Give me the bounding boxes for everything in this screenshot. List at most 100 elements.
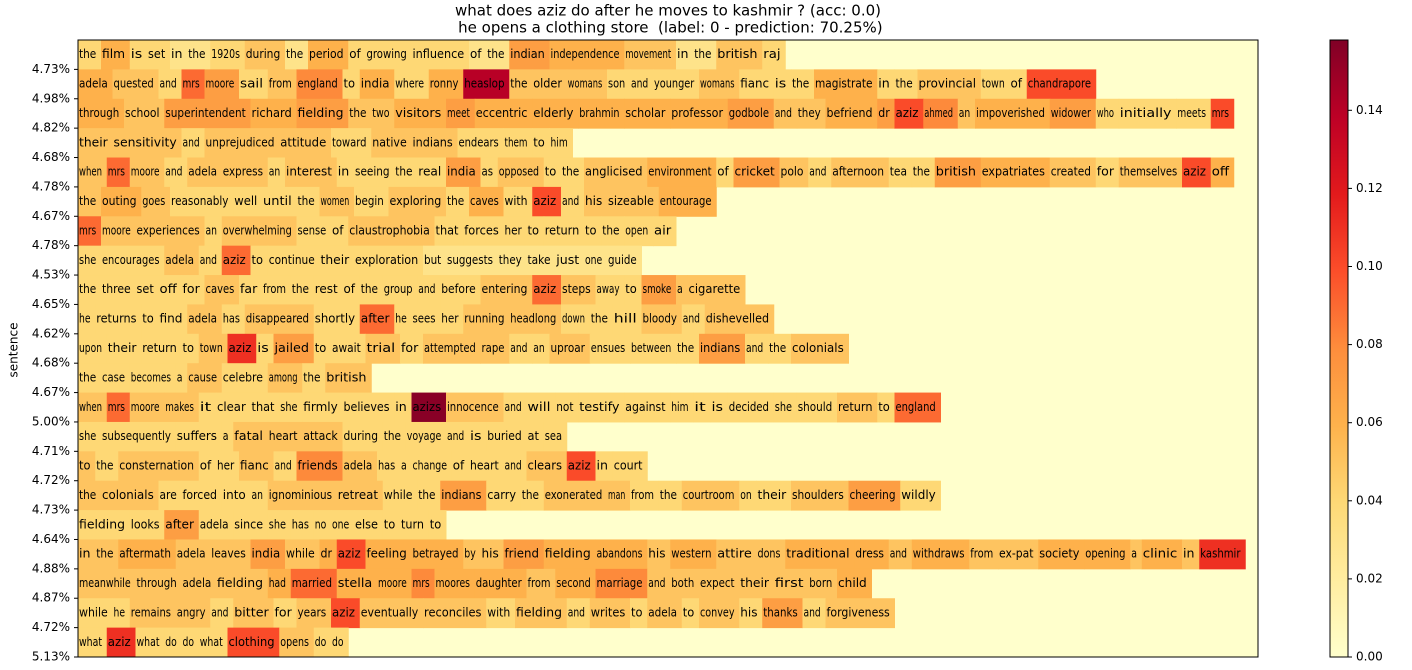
word: set: [148, 47, 166, 61]
word: do: [183, 635, 195, 649]
word: town: [200, 341, 223, 355]
heat-cell: [486, 40, 510, 70]
heat-cell: [423, 245, 447, 276]
heat-cell: [359, 69, 395, 100]
colorbar-tick-label: 0.08: [1356, 337, 1383, 351]
word: real: [418, 165, 441, 179]
heat-cell: [555, 568, 596, 599]
heat-cell: [244, 304, 315, 335]
heat-cell: [837, 568, 872, 599]
word: ahmed: [924, 106, 953, 120]
word: thanks: [763, 605, 798, 619]
word: india: [447, 165, 476, 179]
word: the: [188, 47, 205, 61]
word: shortly: [315, 312, 355, 326]
word: fianc: [240, 459, 269, 473]
heat-cell: [1095, 157, 1120, 188]
word: ronny: [430, 77, 459, 91]
word: exonerated: [545, 488, 603, 502]
heat-cell: [319, 245, 355, 276]
heat-cell: [106, 157, 131, 188]
word: fielding: [217, 576, 263, 590]
heat-cell: [676, 275, 688, 305]
word: betrayed: [413, 547, 459, 561]
word: suggests: [447, 253, 493, 267]
heat-cell: [78, 510, 131, 540]
heat-cell: [739, 69, 775, 100]
heat-cell: [411, 40, 470, 70]
heat-cell: [653, 69, 700, 100]
word: of: [344, 282, 356, 296]
word: him: [551, 135, 568, 149]
word: to: [533, 135, 545, 149]
heat-cell: [198, 451, 217, 482]
heat-cell: [676, 40, 694, 70]
heat-cell: [532, 128, 550, 159]
heat-cell: [394, 304, 412, 335]
heat-cell: [405, 421, 447, 452]
heat-cell: [267, 568, 292, 599]
heat-cell: [411, 539, 464, 570]
word: professor: [671, 106, 723, 120]
heat-cell: [359, 275, 384, 305]
word: england: [298, 77, 338, 91]
word: they: [798, 106, 821, 120]
heat-cell: [187, 304, 223, 335]
word: away: [597, 282, 620, 296]
colorbar-tick-label: 0.02: [1356, 571, 1383, 585]
word: where: [395, 77, 424, 91]
word: them: [505, 135, 528, 149]
y-tick-label: 4.73%: [32, 62, 70, 76]
chart-subtitle: he opens a clothing store (label: 0 - pr…: [453, 19, 882, 37]
word: she: [775, 400, 792, 414]
word: caves: [470, 194, 499, 208]
heat-cell: [216, 568, 269, 599]
word: the: [79, 370, 96, 384]
word: that: [436, 223, 459, 237]
word: and: [562, 194, 579, 208]
heat-cell: [210, 598, 234, 629]
word: she: [79, 429, 96, 443]
word: moore: [378, 576, 407, 590]
heat-cell: [543, 216, 585, 247]
word: against: [625, 400, 666, 414]
heat-cell: [739, 568, 775, 599]
heat-cell: [181, 480, 223, 511]
word: angry: [177, 605, 206, 619]
word: moore: [206, 77, 235, 91]
heat-cell: [900, 480, 941, 511]
word: the: [522, 488, 539, 502]
heat-cell: [837, 392, 878, 423]
word: jailed: [273, 341, 309, 355]
word: first: [775, 576, 804, 590]
heat-cell: [474, 98, 533, 129]
word: she: [79, 253, 96, 267]
heat-cell: [566, 69, 608, 100]
word: on: [740, 488, 752, 502]
word: return: [142, 341, 177, 355]
word: change: [413, 459, 448, 473]
heat-cell: [129, 363, 177, 394]
word: opens: [280, 635, 309, 649]
word: women: [321, 194, 350, 208]
heat-cell: [319, 186, 355, 217]
heat-cell: [221, 304, 246, 335]
heat-cell: [78, 363, 102, 394]
heat-cell: [78, 69, 113, 100]
word: the: [418, 488, 435, 502]
heat-cell: [469, 451, 504, 482]
word: attack: [303, 429, 338, 443]
word: attitude: [280, 135, 326, 149]
word: to: [585, 223, 597, 237]
word: indians: [441, 488, 481, 502]
heat-cell: [802, 598, 826, 629]
word: meanwhile: [79, 576, 131, 590]
word: but: [424, 253, 441, 267]
heat-cell: [101, 421, 177, 452]
word: it: [694, 400, 706, 414]
word: forced: [183, 488, 218, 502]
heat-cell: [934, 157, 982, 188]
heat-cell: [894, 98, 924, 129]
heat-cell: [78, 627, 108, 657]
heat-cell: [607, 245, 642, 276]
